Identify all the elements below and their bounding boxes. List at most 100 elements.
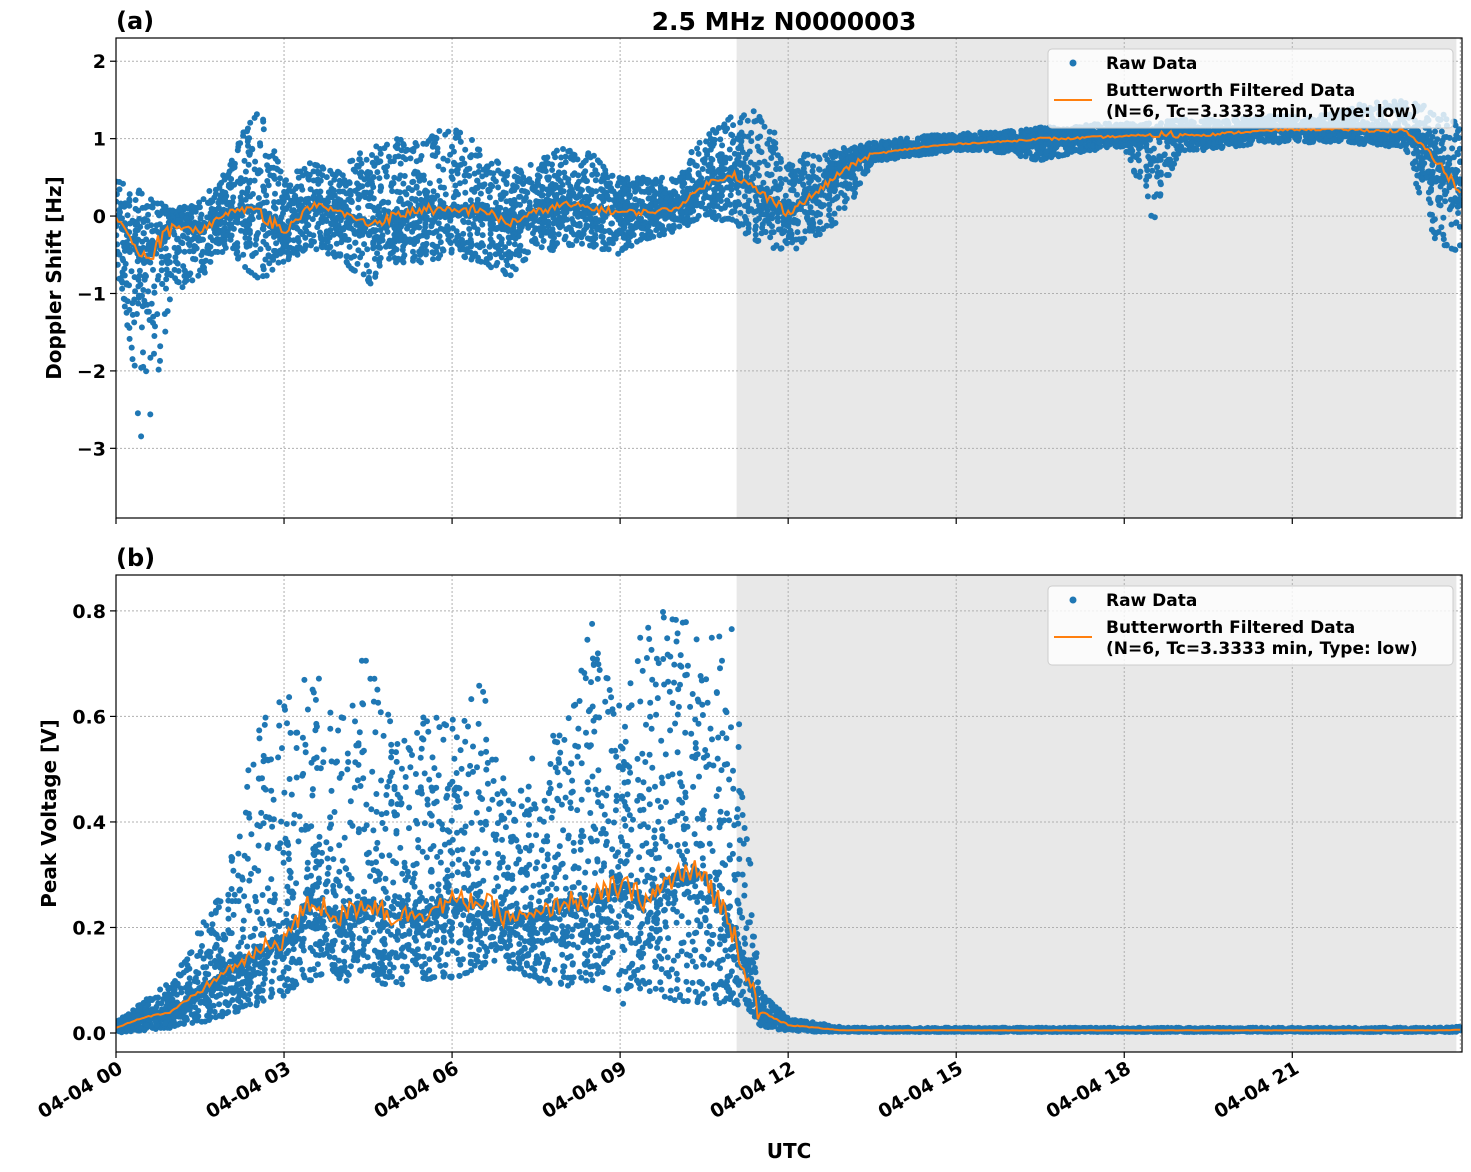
- raw-data-point: [752, 236, 759, 243]
- raw-data-point: [288, 188, 295, 195]
- raw-data-point: [290, 200, 297, 207]
- raw-data-point: [318, 235, 325, 242]
- raw-data-point: [394, 145, 401, 152]
- raw-data-point: [342, 235, 348, 241]
- raw-data-point: [748, 206, 755, 213]
- raw-data-point: [511, 241, 518, 248]
- raw-data-point: [584, 198, 591, 205]
- raw-data-point: [121, 272, 128, 279]
- raw-data-point: [607, 185, 614, 192]
- raw-data-point: [702, 147, 709, 154]
- raw-data-point: [806, 227, 813, 234]
- raw-data-point: [429, 241, 436, 248]
- raw-data-point: [245, 161, 252, 168]
- raw-data-point: [479, 182, 486, 189]
- raw-data-point: [372, 273, 379, 280]
- raw-data-point: [487, 226, 494, 233]
- raw-data-point: [311, 238, 317, 245]
- raw-data-point: [883, 141, 890, 148]
- raw-data-point: [116, 248, 121, 255]
- raw-data-point: [228, 201, 235, 208]
- raw-data-point: [645, 195, 652, 202]
- raw-data-point: [363, 189, 370, 196]
- raw-data-point: [758, 202, 765, 209]
- raw-data-point: [230, 194, 237, 201]
- raw-data-point: [729, 181, 736, 188]
- raw-data-point: [570, 151, 577, 158]
- raw-data-point: [119, 255, 126, 262]
- raw-data-point: [376, 175, 383, 182]
- raw-data-point: [556, 214, 563, 221]
- raw-data-point: [151, 333, 158, 339]
- raw-data-point: [741, 193, 748, 200]
- raw-data-point: [609, 220, 615, 227]
- raw-data-point: [820, 202, 827, 209]
- raw-data-point: [477, 217, 484, 224]
- raw-data-point: [369, 152, 375, 158]
- raw-data-point: [388, 183, 395, 189]
- raw-data-point: [849, 167, 856, 174]
- raw-data-point: [764, 140, 771, 147]
- raw-data-point: [841, 205, 848, 211]
- raw-data-point: [474, 242, 481, 249]
- raw-data-point: [205, 199, 211, 206]
- raw-data-point: [492, 178, 499, 185]
- raw-data-point: [343, 259, 350, 266]
- raw-data-point: [217, 221, 224, 227]
- raw-data-point: [252, 249, 259, 256]
- raw-data-point: [561, 169, 568, 176]
- raw-data-point: [939, 136, 946, 143]
- raw-data-point: [234, 219, 241, 226]
- raw-data-point: [526, 199, 533, 206]
- raw-data-point: [544, 196, 551, 203]
- raw-data-point: [155, 366, 162, 373]
- raw-data-point: [706, 131, 713, 138]
- raw-data-point: [709, 143, 716, 150]
- raw-data-point: [639, 231, 646, 238]
- raw-data-point: [546, 189, 553, 196]
- raw-data-point: [366, 195, 372, 202]
- raw-data-point: [260, 183, 267, 190]
- raw-data-point: [142, 204, 149, 211]
- raw-data-point: [625, 242, 632, 249]
- raw-data-point: [467, 154, 474, 161]
- raw-data-point: [302, 199, 309, 206]
- raw-data-point: [760, 179, 767, 186]
- raw-data-point: [467, 231, 474, 238]
- raw-data-point: [721, 216, 727, 223]
- raw-data-point: [166, 296, 173, 303]
- raw-data-point: [773, 242, 780, 249]
- raw-data-point: [707, 167, 714, 174]
- raw-data-point: [707, 208, 714, 215]
- raw-data-point: [748, 138, 755, 145]
- raw-data-point: [694, 192, 700, 199]
- raw-data-point: [549, 226, 556, 233]
- raw-data-point: [861, 170, 868, 177]
- raw-data-point: [437, 198, 444, 204]
- raw-data-point: [843, 195, 850, 202]
- raw-data-point: [323, 228, 330, 235]
- raw-data-point: [421, 176, 428, 183]
- raw-data-point: [729, 132, 736, 139]
- raw-data-point: [240, 251, 247, 258]
- raw-data-point: [727, 192, 734, 199]
- raw-data-point: [219, 249, 226, 255]
- raw-data-point: [928, 148, 935, 155]
- raw-data-point: [815, 176, 822, 183]
- raw-data-point: [565, 179, 572, 186]
- raw-data-point: [687, 186, 694, 193]
- raw-data-point: [546, 245, 553, 252]
- raw-data-point: [770, 185, 777, 192]
- raw-data-point: [823, 171, 830, 178]
- raw-data-point: [848, 154, 855, 161]
- raw-data-point: [729, 208, 736, 215]
- raw-data-point: [227, 215, 234, 222]
- raw-data-point: [658, 201, 665, 208]
- raw-data-point: [121, 303, 128, 310]
- raw-data-point: [367, 169, 374, 176]
- raw-data-point: [426, 229, 433, 236]
- raw-data-point: [240, 132, 247, 139]
- raw-data-point: [435, 163, 442, 170]
- raw-data-point: [255, 195, 262, 201]
- raw-data-point: [376, 209, 383, 216]
